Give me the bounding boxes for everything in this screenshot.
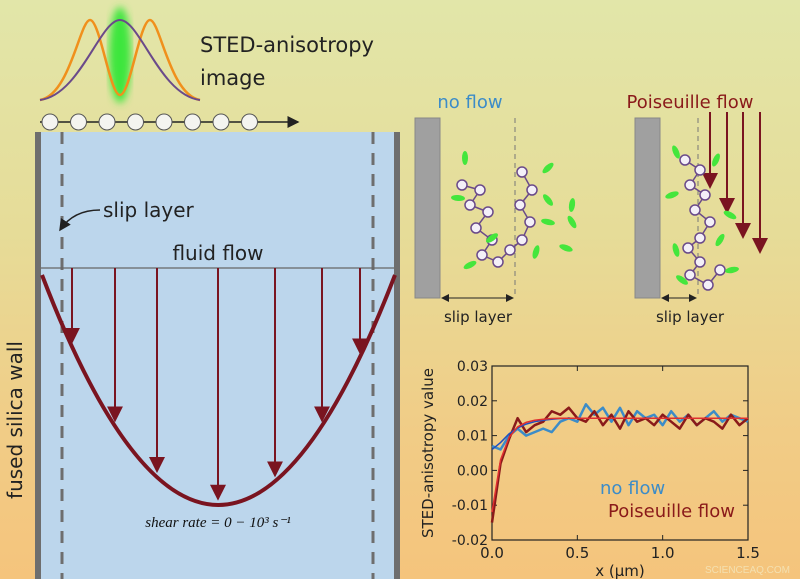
dye-molecule	[567, 215, 577, 229]
sted-title-2: image	[200, 66, 265, 90]
no-flow-title: no flow	[437, 92, 502, 113]
x-axis-label: x (µm)	[595, 562, 645, 579]
monomer	[470, 222, 482, 234]
monomer	[464, 199, 476, 211]
dye-molecule	[665, 191, 679, 199]
anisotropy-chart: 0.0 0.5 1.0 1.5 -0.02 -0.01 0.00 0.01 0.02 0.03 x …	[419, 359, 760, 579]
dye-molecule	[532, 245, 540, 259]
x-tick-label: 1.0	[651, 544, 675, 562]
monomer	[492, 256, 504, 268]
velocity-profile	[40, 274, 397, 507]
sted-spot	[109, 7, 131, 103]
dye-molecule	[672, 243, 680, 257]
scan-points	[41, 113, 258, 131]
poiseuille-flow-arrows	[702, 112, 768, 254]
dye-molecule	[462, 151, 468, 165]
sted-profile	[39, 7, 201, 103]
slip-layer-label: slip layer	[103, 198, 195, 222]
sted-title-1: STED-anisotropy	[200, 33, 374, 57]
poiseuille-title: Poiseuille flow	[627, 92, 754, 113]
scan-point	[241, 113, 258, 131]
y-tick-label: -0.02	[452, 533, 488, 549]
monomer	[684, 269, 696, 281]
x-tick-label: 0.0	[480, 544, 504, 562]
monomer	[504, 244, 516, 256]
x-tick-label: 1.5	[736, 544, 760, 562]
scan-point	[41, 113, 59, 131]
scan-point	[70, 113, 87, 131]
poiseuille-wall	[634, 117, 661, 299]
fit-line-poiseuille	[491, 417, 748, 513]
dye-molecule	[451, 194, 465, 202]
monomer	[702, 279, 714, 291]
dye-molecule	[676, 275, 688, 285]
dye-molecule	[725, 266, 739, 274]
dye-molecule	[543, 194, 553, 206]
scan-point	[127, 113, 144, 131]
monomer	[514, 199, 526, 211]
monomer	[516, 234, 528, 246]
watermark: SCIENCEAQ.COM	[705, 565, 790, 576]
plot-frame	[491, 365, 749, 541]
monomer	[684, 179, 696, 191]
no-flow-wall	[414, 117, 441, 299]
monomer	[694, 232, 706, 244]
monomer	[516, 166, 528, 178]
monomer	[679, 154, 691, 166]
monomer	[714, 264, 726, 276]
no-flow-slip-label: slip layer	[444, 308, 513, 326]
slip-layer-arrow	[59, 209, 101, 232]
polymer-backbone	[461, 171, 533, 263]
polymer-chains	[451, 145, 739, 291]
y-tick-label: -0.01	[452, 498, 488, 514]
legend-no-flow: no flow	[600, 478, 665, 499]
wall-label: fused silica wall	[3, 341, 27, 499]
poiseuille-slip-label: slip layer	[656, 308, 725, 326]
monomer	[694, 164, 706, 176]
monomer	[456, 179, 468, 191]
y-tick-label: 0.03	[457, 359, 488, 375]
y-tick-label: 0.02	[457, 394, 488, 410]
dye-molecule	[541, 218, 555, 226]
monomer	[524, 216, 536, 228]
monomer	[694, 256, 706, 268]
dye-molecule	[542, 162, 554, 174]
fluid-flow-label: fluid flow	[172, 241, 263, 265]
depletion-curve	[39, 18, 201, 102]
x-tick-label: 0.5	[565, 544, 589, 562]
y-tick-label: 0.01	[457, 429, 488, 445]
scan-point	[155, 113, 173, 131]
excitation-curve	[39, 18, 201, 101]
monomer	[682, 242, 694, 254]
flow-arrows	[64, 268, 368, 501]
y-axis-label: STED-anisotropy value	[419, 368, 437, 538]
scan-point	[212, 113, 230, 131]
dye-molecule	[559, 244, 573, 252]
monomer	[482, 206, 494, 218]
dye-molecule	[723, 210, 737, 220]
monomer	[689, 204, 701, 216]
dye-molecule	[568, 198, 576, 212]
monomer	[476, 249, 488, 261]
dye-molecule	[672, 145, 680, 159]
scan-point	[184, 113, 201, 131]
y-tick-label: 0.00	[457, 463, 488, 479]
dye-molecule	[486, 233, 498, 243]
monomer	[699, 189, 711, 201]
legend-poiseuille: Poiseuille flow	[608, 501, 735, 522]
left-wall	[35, 132, 41, 579]
monomer	[526, 184, 538, 196]
monomer	[474, 184, 486, 196]
dye-molecule	[715, 233, 725, 247]
monomer	[704, 216, 716, 228]
dye-molecule	[463, 260, 477, 270]
shear-rate-label: shear rate = 0 − 10³ s⁻¹	[145, 515, 291, 531]
scan-point	[98, 113, 116, 131]
right-wall	[394, 132, 400, 579]
dye-molecule	[712, 153, 720, 167]
